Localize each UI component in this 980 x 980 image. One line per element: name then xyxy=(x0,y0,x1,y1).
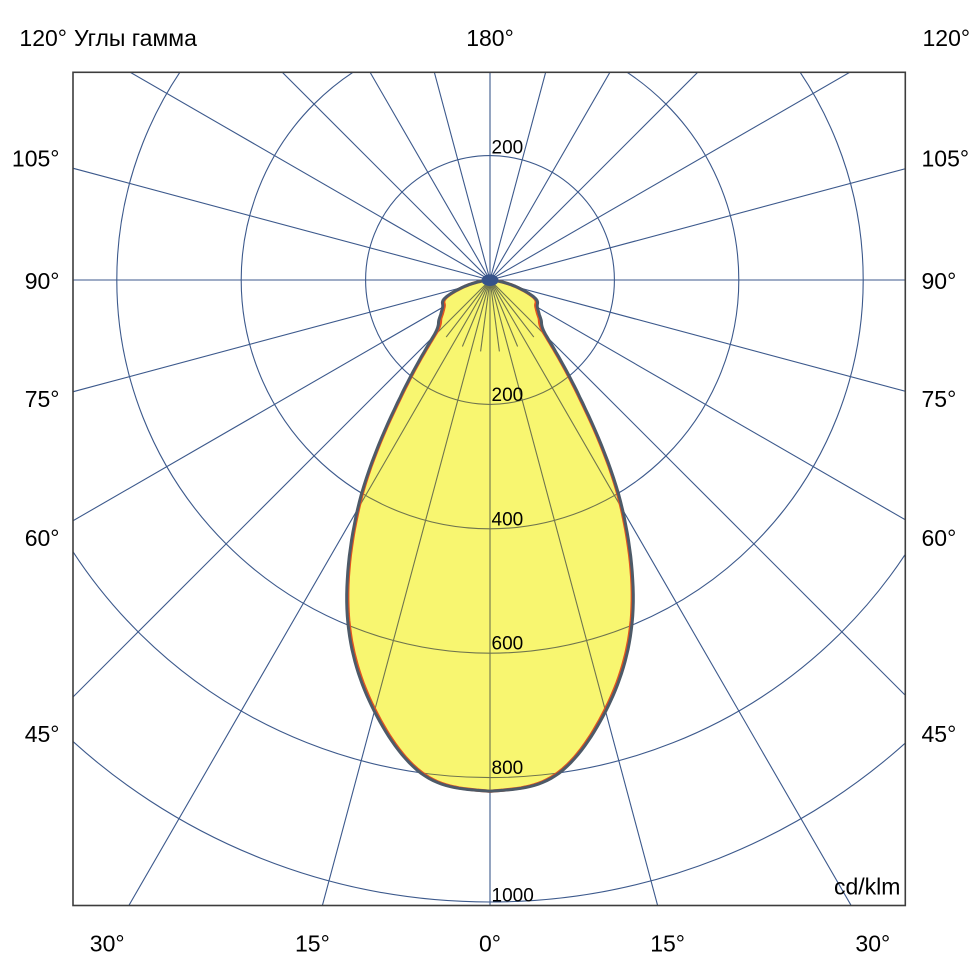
svg-text:120°: 120° xyxy=(19,25,67,51)
svg-text:Углы гамма: Углы гамма xyxy=(74,25,197,51)
svg-text:90°: 90° xyxy=(25,268,60,294)
svg-text:75°: 75° xyxy=(922,386,957,412)
svg-text:60°: 60° xyxy=(25,525,60,551)
svg-text:105°: 105° xyxy=(922,145,970,171)
svg-text:45°: 45° xyxy=(922,721,957,747)
svg-text:15°: 15° xyxy=(295,930,330,956)
svg-text:105°: 105° xyxy=(12,145,60,171)
svg-text:60°: 60° xyxy=(922,525,957,551)
svg-text:1000: 1000 xyxy=(492,885,534,906)
svg-text:400: 400 xyxy=(492,509,524,530)
svg-text:200: 200 xyxy=(492,137,524,158)
svg-text:15°: 15° xyxy=(650,930,685,956)
svg-text:800: 800 xyxy=(492,758,524,779)
svg-text:120°: 120° xyxy=(923,25,971,51)
svg-text:180°: 180° xyxy=(466,25,514,51)
svg-text:30°: 30° xyxy=(90,930,125,956)
svg-text:600: 600 xyxy=(492,634,524,655)
svg-text:0°: 0° xyxy=(479,930,501,956)
svg-text:90°: 90° xyxy=(922,268,957,294)
svg-text:cd/klm: cd/klm xyxy=(834,874,900,900)
svg-text:75°: 75° xyxy=(25,386,60,412)
svg-text:200: 200 xyxy=(492,385,524,406)
svg-text:30°: 30° xyxy=(855,930,890,956)
svg-text:45°: 45° xyxy=(25,721,60,747)
